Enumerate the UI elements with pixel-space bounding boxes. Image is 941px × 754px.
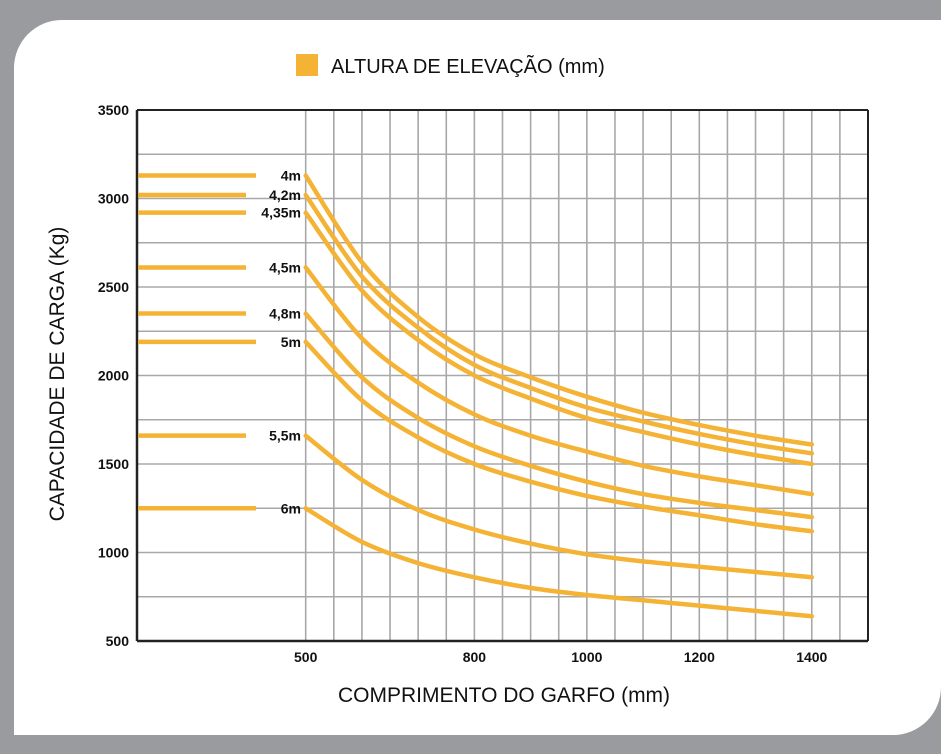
series-label-0: 4m bbox=[281, 167, 301, 183]
series-line-4 bbox=[303, 311, 815, 520]
legend-label: ALTURA DE ELEVAÇÃO (mm) bbox=[331, 54, 605, 78]
series-label-5: 5m bbox=[281, 334, 301, 350]
x-axis-title: COMPRIMENTO DO GARFO (mm) bbox=[338, 684, 670, 707]
series-stubs bbox=[138, 173, 256, 511]
x-tick-label: 1400 bbox=[796, 649, 827, 665]
series-line-6 bbox=[303, 433, 815, 580]
series-line-2 bbox=[303, 210, 815, 467]
y-tick-label: 500 bbox=[106, 633, 130, 649]
y-tick-label: 3500 bbox=[98, 102, 129, 118]
legend-swatch bbox=[296, 54, 318, 76]
series-label-4: 4,8m bbox=[269, 306, 301, 322]
x-tick-label: 1200 bbox=[684, 649, 715, 665]
x-tick-labels: 500 800 1000 1200 1400 bbox=[294, 649, 828, 665]
series-line-7 bbox=[303, 506, 815, 619]
series-line-0 bbox=[303, 173, 815, 447]
y-tick-label: 2500 bbox=[98, 279, 129, 295]
y-tick-label: 1000 bbox=[98, 545, 129, 561]
series-label-6: 5,5m bbox=[269, 428, 301, 444]
x-tick-label: 800 bbox=[463, 649, 487, 665]
y-tick-label: 2000 bbox=[98, 368, 129, 384]
series-label-2: 4,35m bbox=[261, 205, 301, 221]
series-line-5 bbox=[303, 339, 815, 534]
series-line-3 bbox=[303, 265, 815, 497]
series-line-1 bbox=[303, 192, 815, 456]
x-tick-label: 500 bbox=[294, 649, 318, 665]
axes bbox=[135, 109, 869, 643]
series-label-1: 4,2m bbox=[269, 187, 301, 203]
series-label-3: 4,5m bbox=[269, 260, 301, 276]
x-tick-label: 1000 bbox=[571, 649, 602, 665]
y-tick-label: 3000 bbox=[98, 191, 129, 207]
series-labels: 4m 4,2m 4,35m 4,5m 4,8m 5m 5,5m 6m bbox=[261, 167, 301, 516]
y-tick-labels: 500 1000 1500 2000 2500 3000 3500 bbox=[98, 102, 129, 649]
series-label-7: 6m bbox=[281, 500, 301, 516]
y-axis-title: CAPACIDADE DE CARGA (Kg) bbox=[46, 227, 69, 522]
y-tick-label: 1500 bbox=[98, 456, 129, 472]
series-curves bbox=[303, 173, 815, 619]
